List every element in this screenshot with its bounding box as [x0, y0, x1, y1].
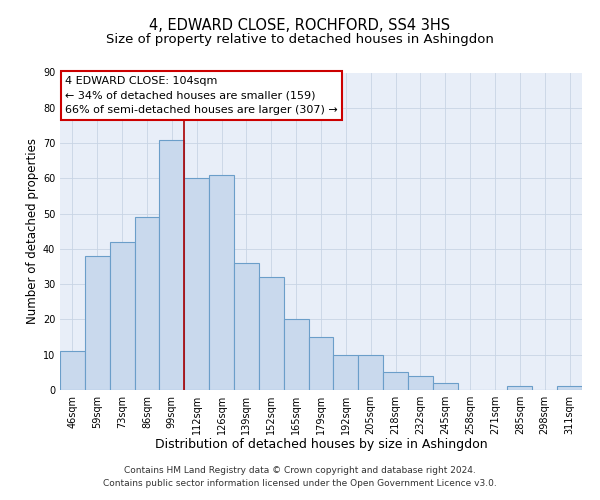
- Y-axis label: Number of detached properties: Number of detached properties: [26, 138, 38, 324]
- Bar: [259, 277, 284, 390]
- Bar: [184, 178, 209, 390]
- Bar: [383, 372, 408, 390]
- Text: Size of property relative to detached houses in Ashingdon: Size of property relative to detached ho…: [106, 32, 494, 46]
- Bar: [308, 337, 334, 390]
- Bar: [284, 320, 308, 390]
- Bar: [60, 351, 85, 390]
- Bar: [209, 175, 234, 390]
- Bar: [408, 376, 433, 390]
- Bar: [508, 386, 532, 390]
- Bar: [85, 256, 110, 390]
- Text: Contains HM Land Registry data © Crown copyright and database right 2024.
Contai: Contains HM Land Registry data © Crown c…: [103, 466, 497, 487]
- Bar: [358, 354, 383, 390]
- Bar: [110, 242, 134, 390]
- Bar: [234, 263, 259, 390]
- Text: 4, EDWARD CLOSE, ROCHFORD, SS4 3HS: 4, EDWARD CLOSE, ROCHFORD, SS4 3HS: [149, 18, 451, 32]
- Bar: [160, 140, 184, 390]
- Text: 4 EDWARD CLOSE: 104sqm
← 34% of detached houses are smaller (159)
66% of semi-de: 4 EDWARD CLOSE: 104sqm ← 34% of detached…: [65, 76, 338, 116]
- Bar: [557, 386, 582, 390]
- Bar: [334, 354, 358, 390]
- Bar: [433, 383, 458, 390]
- Bar: [134, 217, 160, 390]
- X-axis label: Distribution of detached houses by size in Ashingdon: Distribution of detached houses by size …: [155, 438, 487, 452]
